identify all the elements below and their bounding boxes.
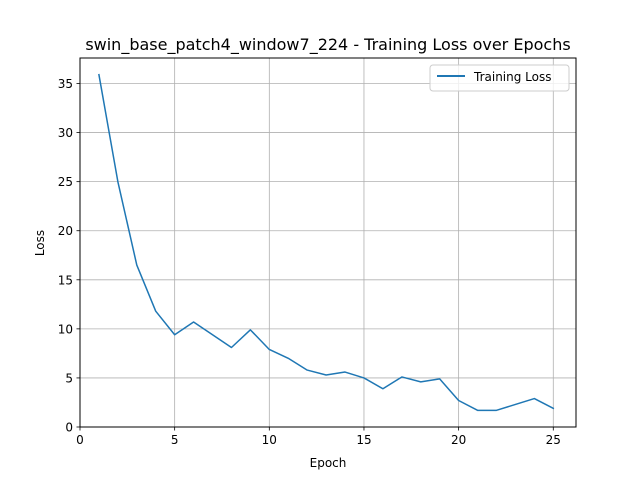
chart-title: swin_base_patch4_window7_224 - Training …	[85, 35, 570, 55]
y-tick-label: 10	[58, 322, 73, 336]
x-axis-ticks: 0 5 10 15 20 25	[76, 427, 561, 447]
x-tick-label: 25	[546, 433, 561, 447]
legend: Training Loss	[429, 64, 570, 92]
x-axis-label: Epoch	[310, 456, 347, 470]
grid-lines	[79, 58, 576, 428]
x-tick-label: 20	[451, 433, 466, 447]
y-tick-label: 5	[65, 371, 73, 385]
y-axis-label: Loss	[33, 230, 47, 256]
y-tick-label: 25	[58, 175, 73, 189]
series-line-training-loss	[98, 73, 555, 412]
series-layer	[98, 73, 555, 412]
x-tick-label: 10	[262, 433, 277, 447]
y-tick-label: 15	[58, 273, 73, 287]
y-tick-label: 30	[58, 126, 73, 140]
x-tick-label: 0	[76, 433, 84, 447]
y-tick-label: 20	[58, 224, 73, 238]
legend-box	[429, 64, 570, 92]
x-tick-label: 5	[171, 433, 179, 447]
y-axis-ticks: 0 5 10 15 20 25 30 35	[58, 77, 80, 435]
legend-label-training-loss: Training Loss	[473, 70, 551, 84]
y-tick-label: 0	[65, 421, 73, 435]
y-tick-label: 35	[58, 77, 73, 91]
x-tick-label: 15	[356, 433, 371, 447]
plot-frame	[79, 57, 577, 428]
